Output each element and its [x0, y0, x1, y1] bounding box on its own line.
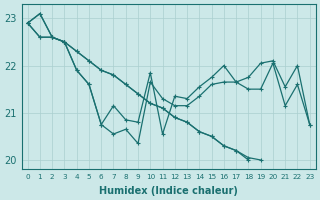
X-axis label: Humidex (Indice chaleur): Humidex (Indice chaleur) — [99, 186, 238, 196]
